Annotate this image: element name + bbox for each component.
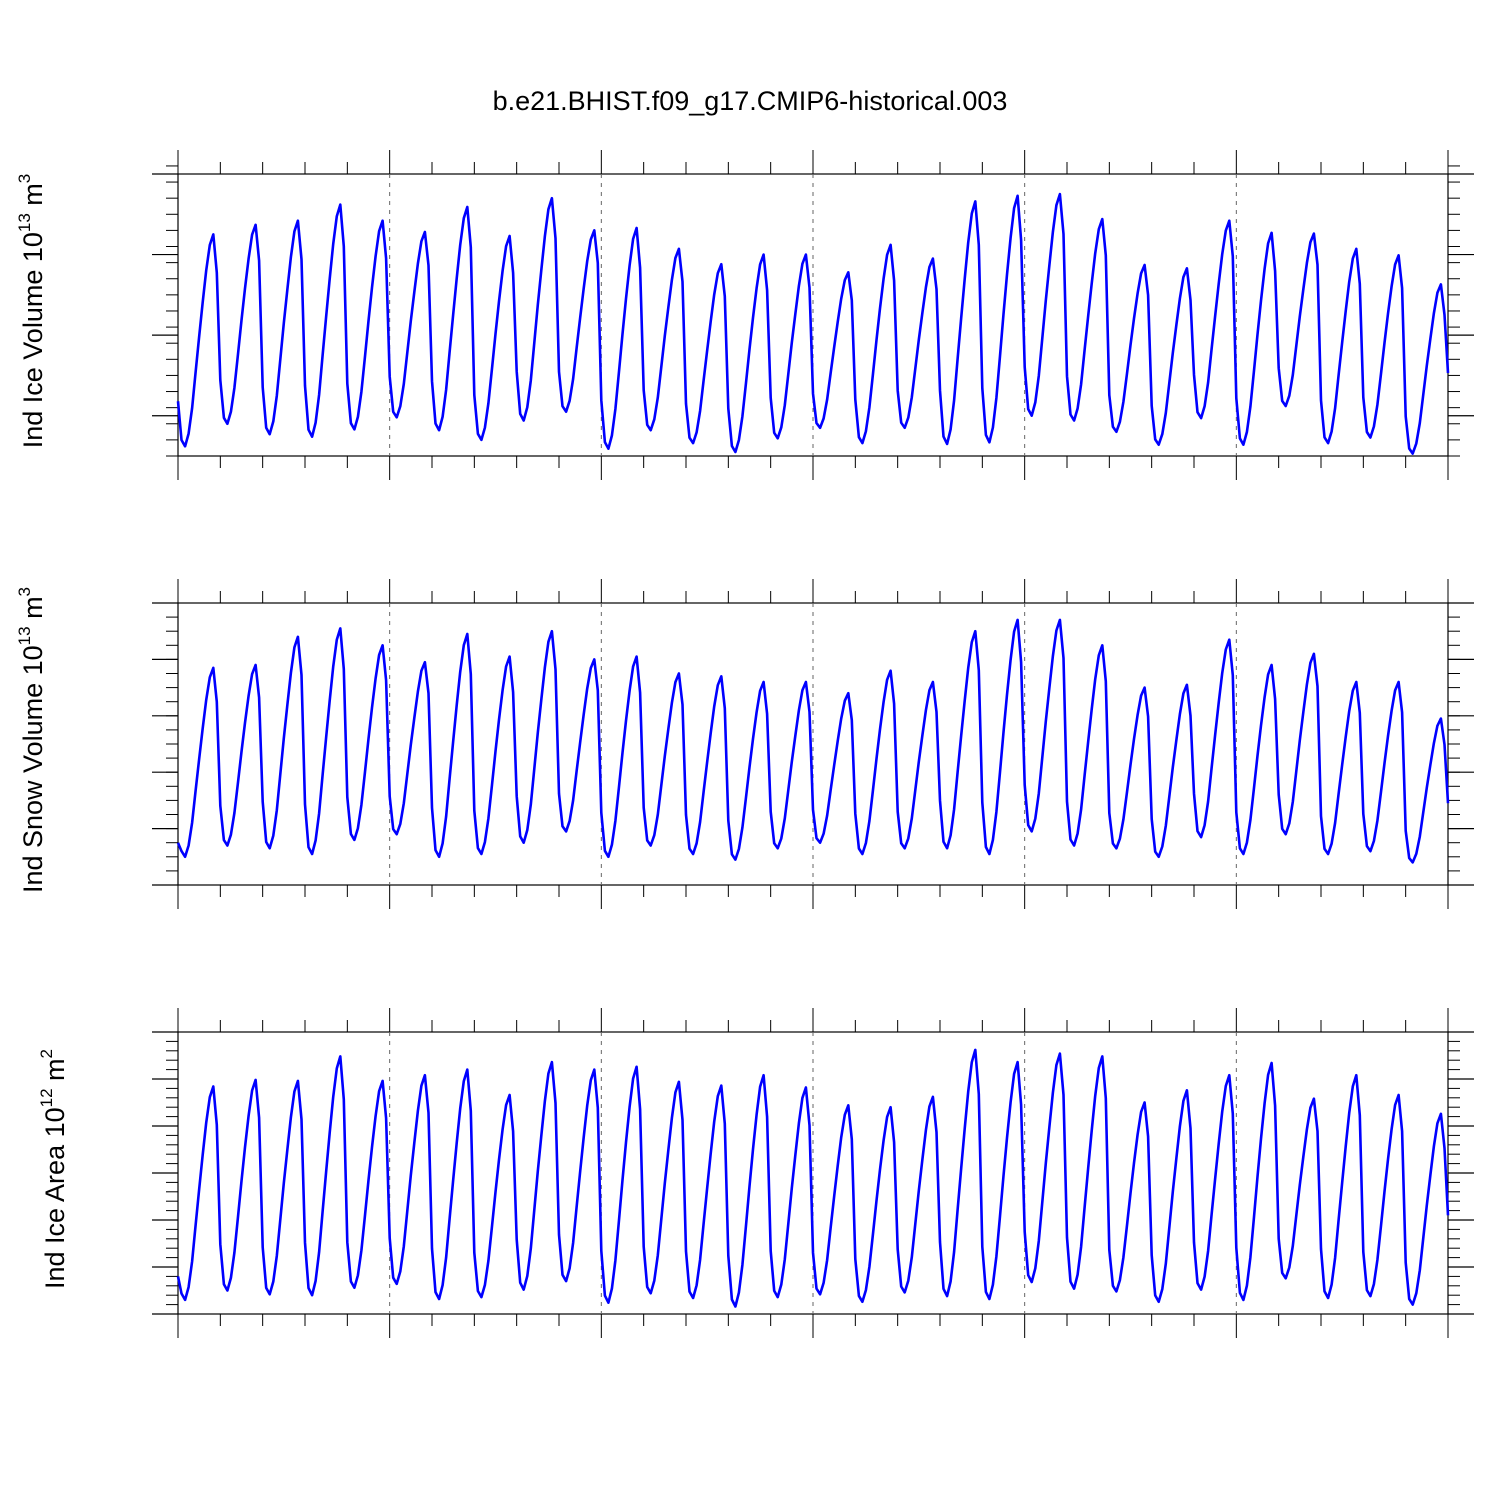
y-axis-title-unit: m bbox=[40, 1058, 70, 1088]
ice-area-panel: Ind Ice Area 1012 m2 bbox=[37, 1008, 1474, 1338]
figure-title: b.e21.BHIST.f09_g17.CMIP6-historical.003 bbox=[493, 86, 1008, 116]
y-axis-title-unit-exponent: 3 bbox=[15, 587, 34, 596]
ice-volume-panel: Ind Ice Volume 1013 m3 bbox=[15, 150, 1474, 480]
series-line-snow-volume bbox=[176, 618, 1450, 864]
y-axis-title-unit-exponent: 2 bbox=[37, 1049, 56, 1058]
y-axis-title-unit-exponent: 3 bbox=[15, 174, 34, 183]
y-axis-title-main: Ind Ice Volume 10 bbox=[18, 232, 48, 448]
y-axis-title: Ind Ice Area 1012 m2 bbox=[37, 1049, 70, 1289]
y-axis-title-exponent: 13 bbox=[15, 626, 34, 645]
y-axis-title: Ind Snow Volume 1013 m3 bbox=[15, 587, 48, 893]
series-line-ice-volume bbox=[176, 192, 1450, 455]
y-axis-title-main: Ind Ice Area 10 bbox=[40, 1107, 70, 1289]
snow-volume-panel: Ind Snow Volume 1013 m3 bbox=[15, 579, 1474, 909]
y-axis-title-exponent: 13 bbox=[15, 213, 34, 232]
y-axis-title-exponent: 12 bbox=[37, 1088, 56, 1107]
series-line-ice-area bbox=[176, 1048, 1450, 1308]
y-axis-title: Ind Ice Volume 1013 m3 bbox=[15, 174, 48, 449]
y-axis-title-unit: m bbox=[18, 183, 48, 213]
y-axis-title-main: Ind Snow Volume 10 bbox=[18, 645, 48, 893]
y-axis-title-unit: m bbox=[18, 596, 48, 626]
